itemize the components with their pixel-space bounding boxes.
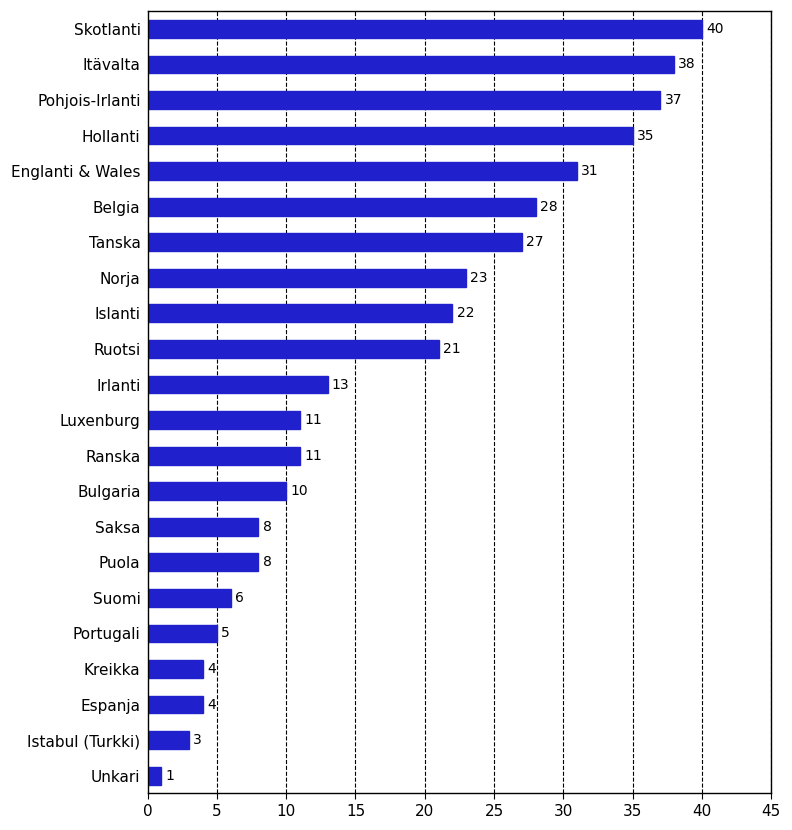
Text: 4: 4	[208, 662, 216, 676]
Bar	[147, 482, 286, 500]
Bar	[147, 91, 661, 109]
Bar	[147, 767, 162, 784]
Text: 8: 8	[263, 520, 272, 534]
Bar	[147, 162, 577, 180]
Text: 4: 4	[208, 697, 216, 711]
Bar	[147, 233, 522, 251]
Text: 23: 23	[470, 271, 488, 285]
Text: 11: 11	[304, 449, 322, 462]
Bar	[147, 411, 300, 429]
Text: 10: 10	[291, 484, 308, 498]
Bar	[147, 447, 300, 465]
Bar	[147, 660, 203, 678]
Bar	[147, 198, 535, 216]
Bar	[147, 696, 203, 714]
Text: 22: 22	[457, 306, 474, 320]
Text: 35: 35	[637, 129, 654, 143]
Text: 37: 37	[664, 93, 682, 107]
Text: 27: 27	[526, 235, 543, 249]
Bar	[147, 624, 217, 642]
Bar	[147, 127, 633, 144]
Text: 21: 21	[443, 342, 460, 356]
Text: 40: 40	[706, 22, 724, 36]
Bar	[147, 518, 258, 535]
Bar	[147, 269, 466, 286]
Bar	[147, 305, 452, 322]
Text: 31: 31	[581, 164, 599, 178]
Text: 3: 3	[193, 733, 202, 747]
Bar	[147, 554, 258, 571]
Text: 6: 6	[235, 591, 244, 605]
Bar	[147, 731, 189, 749]
Bar	[147, 340, 439, 358]
Text: 28: 28	[540, 200, 558, 213]
Text: 5: 5	[221, 627, 230, 641]
Text: 11: 11	[304, 413, 322, 427]
Text: 8: 8	[263, 555, 272, 569]
Text: 1: 1	[166, 769, 174, 783]
Text: 13: 13	[332, 378, 349, 392]
Bar	[147, 56, 674, 73]
Text: 38: 38	[679, 57, 696, 71]
Bar	[147, 376, 328, 393]
Bar	[147, 20, 702, 38]
Bar	[147, 589, 230, 607]
